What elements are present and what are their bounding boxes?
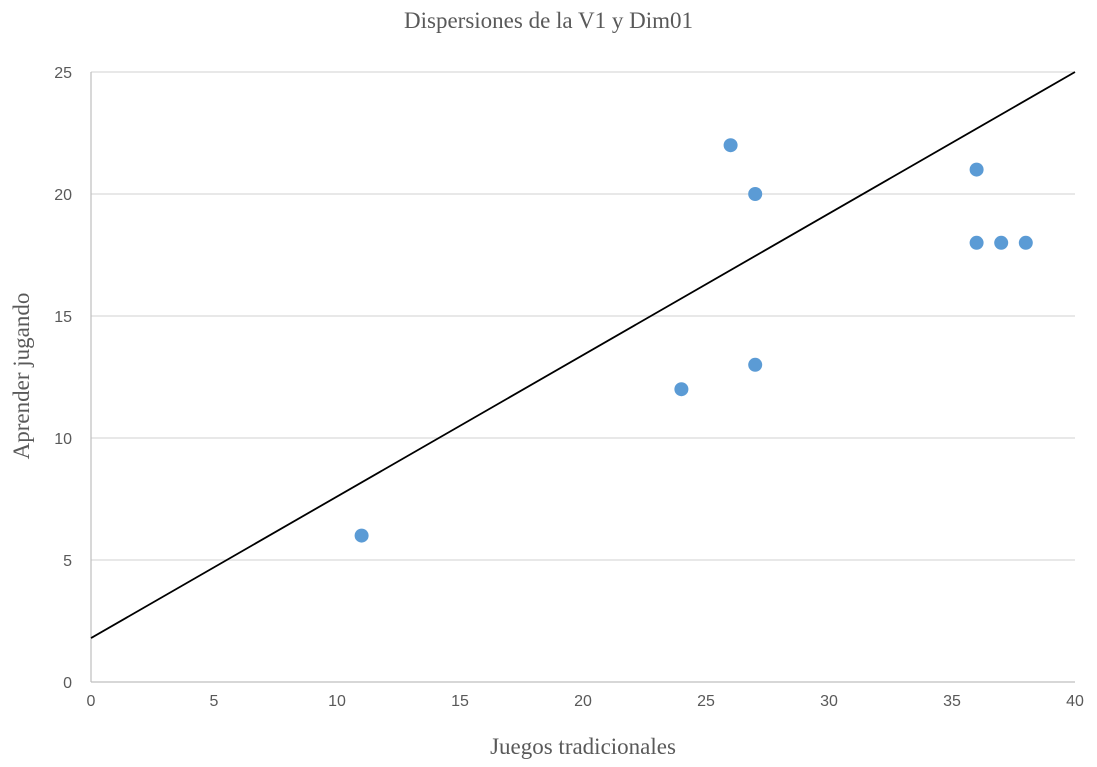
x-tick-label: 10 [328,693,346,710]
y-tick-label: 0 [63,675,72,692]
x-tick-label: 30 [820,693,838,710]
data-point [969,162,984,177]
y-tick-label: 15 [54,309,72,326]
data-point [354,528,369,543]
x-tick-label: 0 [87,693,96,710]
x-axis-label: Juegos tradicionales [490,734,676,759]
data-point [1018,235,1033,250]
y-tick-label: 5 [63,553,72,570]
x-tick-label: 35 [943,693,961,710]
x-tick-label: 5 [210,693,219,710]
data-point [748,357,763,372]
y-axis-label: Aprender jugando [9,292,34,460]
data-point [674,382,689,397]
trendline [90,71,1076,639]
chart-title: Dispersiones de la V1 y Dim01 [404,8,693,33]
data-point [748,187,763,201]
x-tick-label: 15 [451,693,469,710]
data-point [969,235,984,250]
x-tick-label: 20 [574,693,592,710]
x-tick-label: 40 [1066,693,1084,710]
data-point [723,138,738,153]
data-point [994,235,1009,250]
x-tick-label: 25 [697,693,715,710]
y-tick-label: 25 [54,65,72,82]
y-tick-label: 20 [54,187,72,204]
y-tick-label: 10 [54,431,72,448]
